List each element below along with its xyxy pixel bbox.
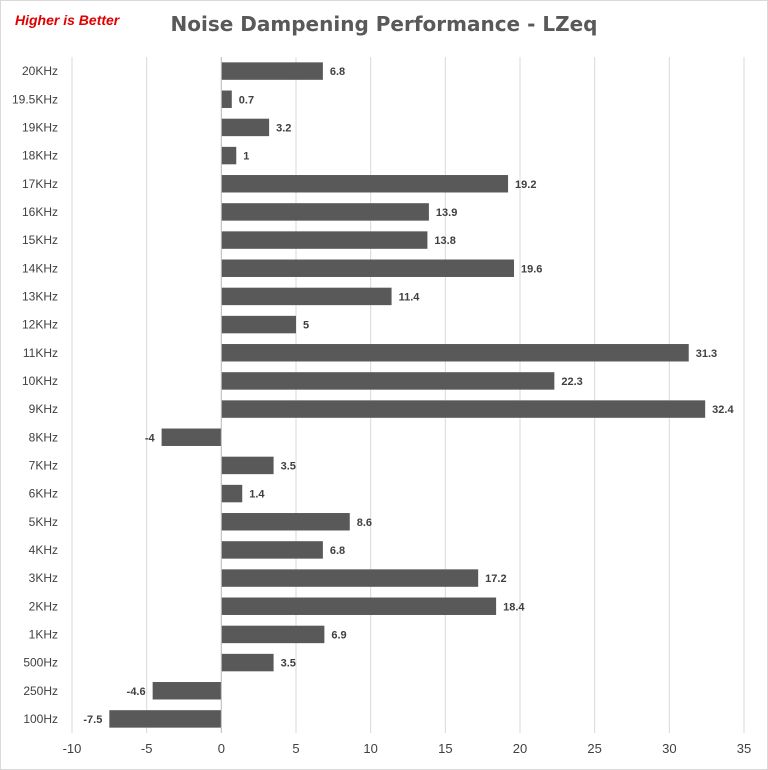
category-label: 8KHz: [29, 430, 58, 444]
category-label: 14KHz: [22, 261, 58, 275]
bar: [221, 513, 350, 531]
data-label: 11.4: [399, 291, 421, 303]
x-tick-label: 20: [513, 741, 527, 756]
bar: [221, 344, 689, 362]
category-label: 5KHz: [29, 515, 58, 529]
bar: [161, 428, 222, 446]
category-label: 20KHz: [22, 64, 58, 78]
bar: [221, 203, 429, 221]
bar: [221, 175, 509, 193]
data-label: 8.6: [357, 517, 372, 529]
data-labels: 6.8 0.7 3.2 1 19.2 13.9 13.8 19.6 11.4 5 31.3 22.3 3…: [83, 66, 734, 726]
category-label: 2KHz: [29, 599, 58, 613]
bar: [221, 625, 325, 644]
category-label: 16KHz: [22, 205, 58, 219]
bar: [221, 541, 323, 559]
bar: [221, 597, 497, 615]
bar: [221, 400, 706, 418]
bar: [221, 231, 428, 249]
data-label: 19.2: [515, 179, 536, 191]
bar: [221, 484, 243, 503]
data-label: 0.7: [239, 94, 254, 106]
category-label: 17KHz: [22, 177, 58, 191]
category-label: 7KHz: [29, 458, 58, 472]
data-label: 19.6: [521, 263, 542, 275]
category-label: 12KHz: [22, 318, 58, 332]
data-label: 3.2: [276, 122, 291, 134]
data-label: 6.9: [331, 629, 346, 641]
data-label: 13.9: [436, 207, 457, 219]
x-tick-label: 0: [218, 741, 225, 756]
x-tick-label: 35: [737, 741, 751, 756]
gridlines: [71, 57, 745, 733]
category-label: 19.5KHz: [12, 92, 58, 106]
bar: [221, 259, 515, 277]
data-label: 6.8: [330, 66, 345, 78]
bar: [221, 62, 323, 80]
data-label: -4: [145, 432, 156, 444]
category-label: 11KHz: [23, 346, 58, 360]
data-label: 6.8: [330, 545, 345, 557]
data-label: 31.3: [696, 348, 717, 360]
data-label: 3.5: [281, 460, 296, 472]
bars: [109, 62, 706, 728]
bar: [221, 287, 392, 306]
data-label: 1: [243, 151, 249, 163]
bar: [221, 146, 237, 165]
x-tick-label: 5: [292, 741, 299, 756]
data-label: 22.3: [561, 376, 582, 388]
data-label: -4.6: [127, 686, 146, 698]
category-label: 18KHz: [22, 149, 58, 163]
tick-labels: -10 -5 0 5 10 15 20 25 30 35: [63, 741, 752, 756]
x-tick-label: -5: [141, 741, 153, 756]
bar: [221, 653, 274, 672]
x-tick-label: 25: [587, 741, 601, 756]
category-label: 100Hz: [23, 712, 58, 726]
x-tick-label: 30: [662, 741, 676, 756]
category-label: 9KHz: [29, 402, 58, 416]
data-label: 3.5: [281, 658, 296, 670]
x-tick-label: 15: [438, 741, 452, 756]
x-tick-label: -10: [63, 741, 82, 756]
bar: [109, 710, 222, 728]
category-label: 10KHz: [22, 374, 58, 388]
bar: [221, 456, 274, 475]
bar: [221, 118, 270, 137]
category-label: 3KHz: [29, 571, 58, 585]
chart-annotation: Higher is Better: [15, 12, 120, 28]
data-label: 32.4: [712, 404, 734, 416]
bar: [221, 315, 296, 334]
data-label: 17.2: [485, 573, 506, 585]
category-label: 1KHz: [29, 627, 58, 641]
category-label: 15KHz: [22, 233, 58, 247]
category-label: 500Hz: [23, 656, 58, 670]
data-label: 18.4: [503, 601, 525, 613]
data-label: -7.5: [83, 714, 102, 726]
bar: [152, 682, 222, 700]
category-label: 19KHz: [22, 120, 58, 134]
bar: [221, 90, 232, 108]
data-label: 13.8: [434, 235, 455, 247]
data-label: 5: [303, 320, 309, 332]
category-labels: 20KHz 19.5KHz 19KHz 18KHz 17KHz 16KHz 15KHz 14K…: [12, 64, 58, 726]
category-label: 13KHz: [22, 289, 58, 303]
category-label: 6KHz: [29, 487, 58, 501]
bar: [221, 569, 479, 587]
x-tick-label: 10: [363, 741, 377, 756]
data-label: 1.4: [249, 489, 265, 501]
chart-title: Noise Dampening Performance - LZeq: [170, 12, 598, 36]
bar: [221, 372, 555, 390]
category-label: 250Hz: [23, 684, 58, 698]
category-label: 4KHz: [29, 543, 58, 557]
